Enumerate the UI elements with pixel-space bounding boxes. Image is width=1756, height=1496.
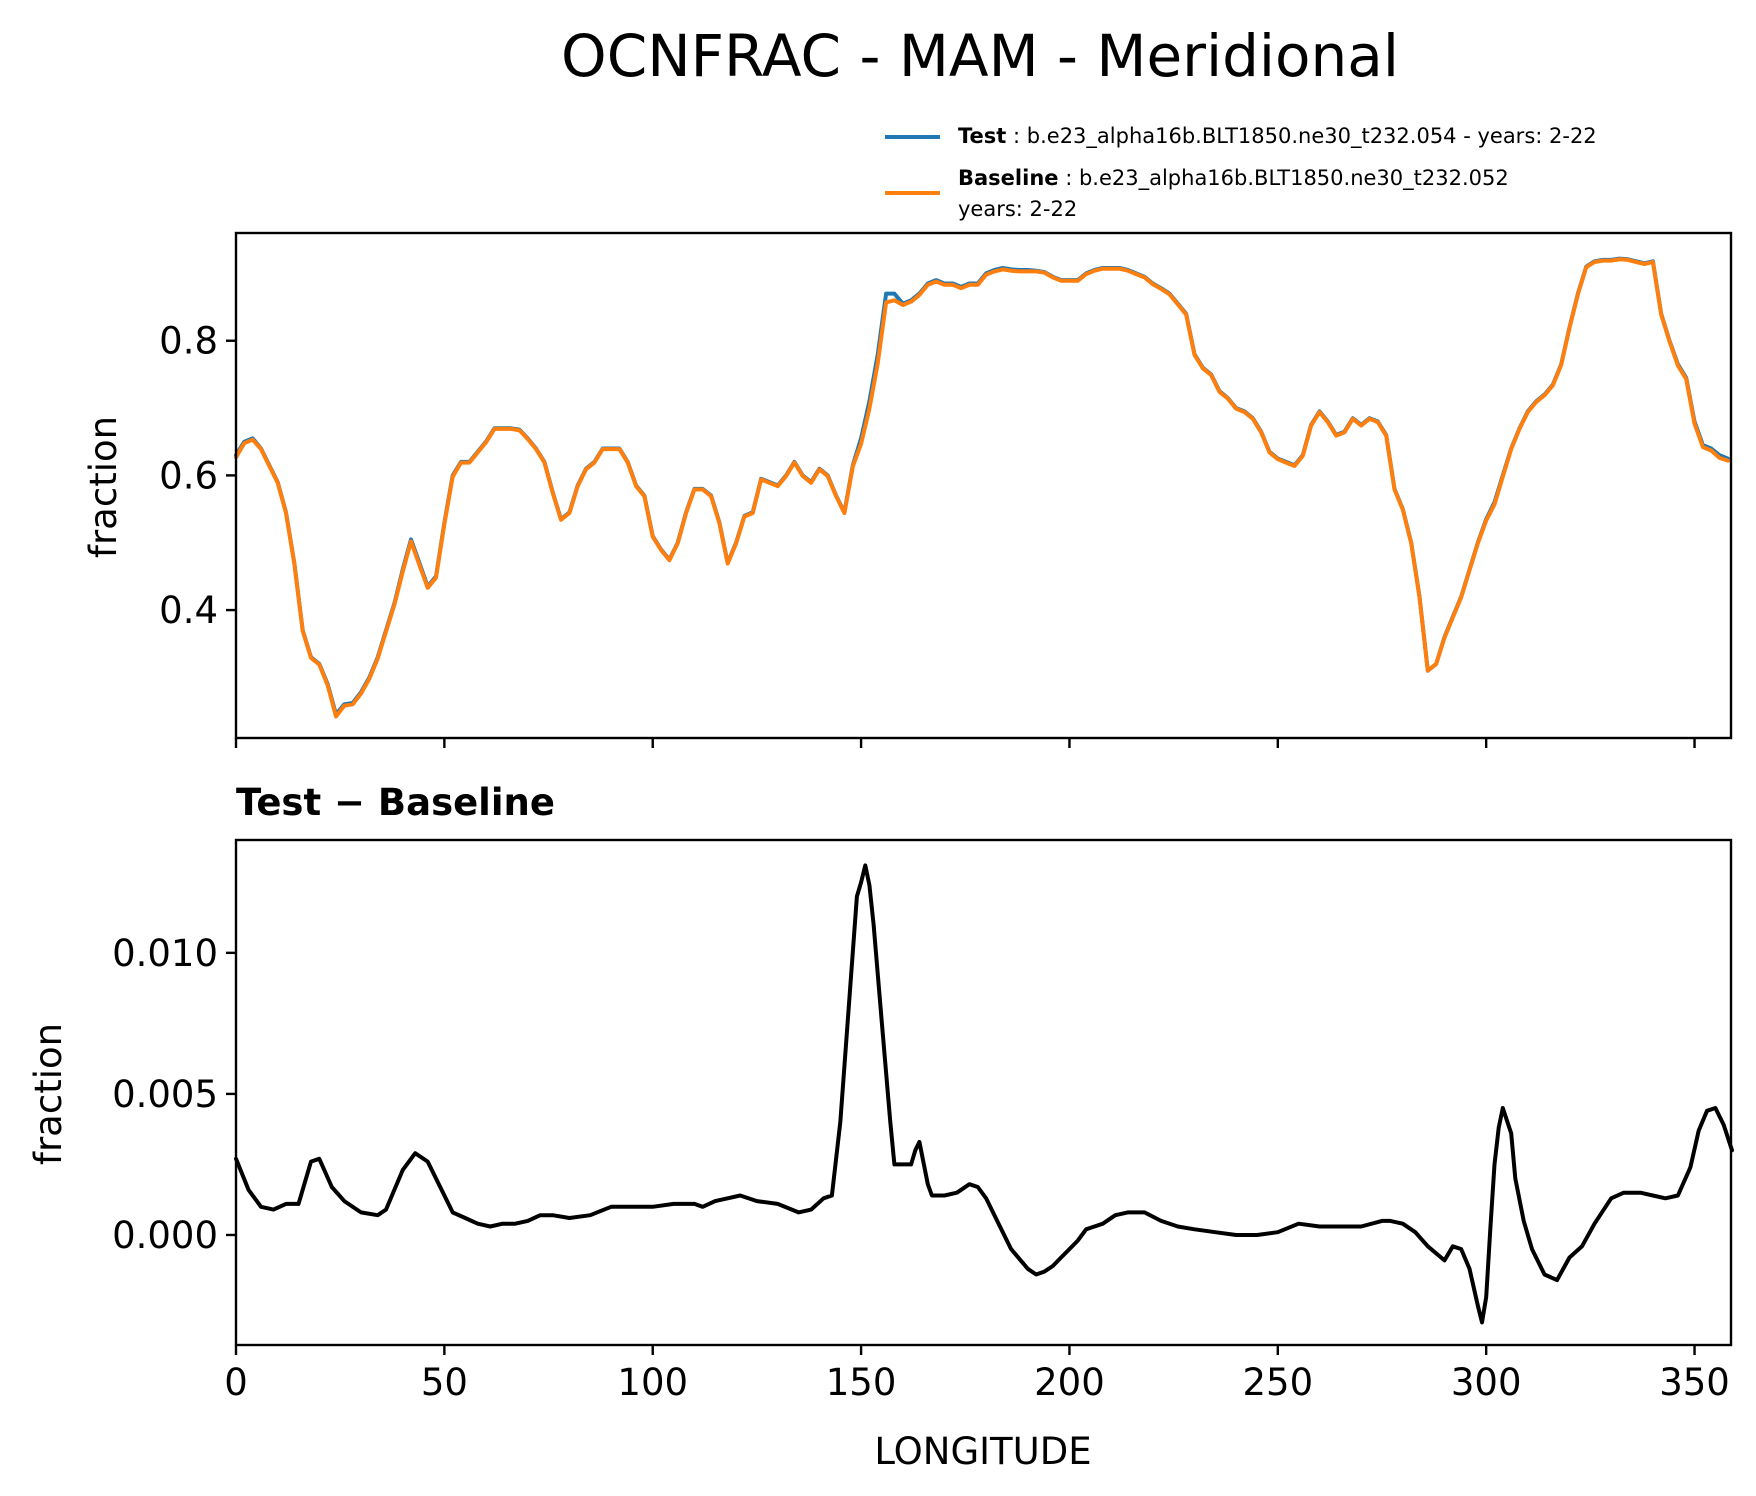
bottom-xtick-label: 0 bbox=[224, 1361, 248, 1404]
bottom-xtick-label: 200 bbox=[1034, 1361, 1105, 1404]
bottom-panel: Test − Baseline 0 50 100 150 200 250 300 350 0.… bbox=[27, 781, 1734, 1473]
bottom-xtick-label: 150 bbox=[826, 1361, 897, 1404]
bottom-axes-frame bbox=[234, 838, 1733, 1347]
svg-text:Test : b.e23_alpha16b.BL: Test : b.e23_alpha16b.BLT1850.ne30_t232.… bbox=[958, 124, 1597, 149]
top-ytick-label: 0.8 bbox=[159, 320, 218, 363]
bottom-ylabel: fraction bbox=[27, 1023, 70, 1165]
bottom-xtick-label: 50 bbox=[421, 1361, 468, 1404]
legend: Test : b.e23_alpha16b.BLT1850.ne30_t232.… bbox=[885, 124, 1597, 221]
legend-desc2-baseline: years: 2-22 bbox=[958, 197, 1077, 221]
bottom-ytick-label: 0.000 bbox=[112, 1214, 218, 1257]
figure-title: OCNFRAC - MAM - Meridional bbox=[561, 22, 1399, 90]
bottom-xtick-label: 100 bbox=[617, 1361, 688, 1404]
bottom-xtick-label: 300 bbox=[1451, 1361, 1522, 1404]
top-panel: 0.4 0.6 0.8 fraction bbox=[82, 231, 1733, 748]
bottom-xlabel: LONGITUDE bbox=[874, 1430, 1091, 1473]
bottom-ytick-label: 0.005 bbox=[112, 1073, 218, 1116]
bottom-series bbox=[234, 863, 1734, 1325]
bottom-panel-title: Test − Baseline bbox=[236, 781, 555, 824]
top-ytick-label: 0.6 bbox=[159, 454, 218, 497]
top-xticks bbox=[234, 738, 1696, 748]
legend-label-baseline: Baseline bbox=[958, 166, 1059, 190]
top-axes-frame bbox=[234, 231, 1733, 740]
top-ylabel: fraction bbox=[82, 416, 125, 558]
bottom-yticks: 0.000 0.005 0.010 bbox=[112, 932, 236, 1257]
svg-text:Baseline : b.e23_alpha16: Baseline : b.e23_alpha16b.BLT1850.ne30_t… bbox=[958, 166, 1509, 191]
bottom-ytick-label: 0.010 bbox=[112, 932, 218, 975]
bottom-xticks: 0 50 100 150 200 250 300 350 bbox=[224, 1345, 1730, 1404]
top-yticks: 0.4 0.6 0.8 bbox=[159, 320, 236, 632]
legend-desc-baseline: : b.e23_alpha16b.BLT1850.ne30_t232.052 bbox=[1065, 166, 1509, 191]
top-series bbox=[234, 256, 1730, 719]
top-series-line-baseline bbox=[234, 257, 1730, 719]
bottom-xtick-label: 250 bbox=[1242, 1361, 1313, 1404]
bottom-xtick-label: 350 bbox=[1659, 1361, 1730, 1404]
top-ytick-label: 0.4 bbox=[159, 589, 218, 632]
legend-desc-test: : b.e23_alpha16b.BLT1850.ne30_t232.054 -… bbox=[1013, 124, 1597, 149]
legend-label-test: Test bbox=[958, 124, 1006, 148]
bottom-series-line-test-baseline bbox=[234, 863, 1734, 1325]
